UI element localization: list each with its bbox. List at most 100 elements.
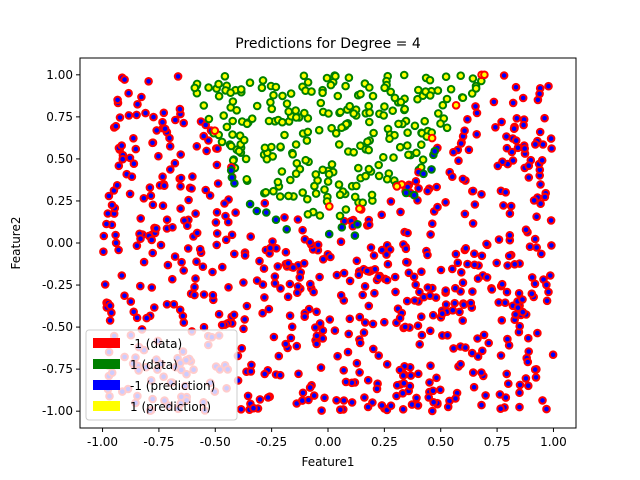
data-point <box>273 262 283 271</box>
data-point <box>477 190 486 199</box>
data-point <box>266 243 275 253</box>
data-point <box>382 174 392 184</box>
data-point <box>386 197 396 206</box>
data-point <box>530 365 540 374</box>
data-point <box>113 95 122 105</box>
data-point <box>230 249 239 259</box>
data-point <box>356 89 365 99</box>
data-point <box>403 128 412 137</box>
data-point <box>170 158 180 168</box>
data-point <box>252 101 262 111</box>
data-point <box>402 296 412 306</box>
data-point <box>208 290 218 300</box>
data-point <box>263 393 273 402</box>
data-point <box>519 120 528 130</box>
data-point <box>276 284 285 293</box>
data-point <box>166 165 175 174</box>
data-point <box>455 307 464 317</box>
data-point <box>360 282 370 291</box>
data-point <box>176 173 186 183</box>
data-point <box>448 264 457 274</box>
data-point <box>538 396 547 405</box>
data-point <box>264 304 274 314</box>
data-point <box>260 293 269 302</box>
data-point <box>187 184 196 193</box>
data-point <box>392 391 401 401</box>
data-point <box>514 289 524 298</box>
data-point <box>542 404 551 414</box>
data-point <box>442 123 452 133</box>
data-point <box>219 111 228 120</box>
data-point <box>146 191 156 200</box>
legend-label-pos-data: 1 (data) <box>130 358 178 372</box>
data-point <box>327 160 337 169</box>
data-point <box>368 91 378 101</box>
data-point <box>144 77 153 86</box>
data-point <box>275 192 285 201</box>
data-point <box>388 106 398 115</box>
data-point <box>252 206 262 216</box>
data-point <box>303 78 313 87</box>
data-point <box>383 259 393 269</box>
data-point <box>221 235 231 245</box>
data-point <box>281 247 291 257</box>
y-axis-label: Feature2 <box>9 217 23 270</box>
data-point <box>217 137 227 147</box>
data-point <box>214 309 224 319</box>
data-point <box>472 108 482 118</box>
data-point <box>292 341 302 351</box>
data-point <box>300 108 309 118</box>
data-point <box>291 106 301 115</box>
data-point <box>311 170 321 179</box>
data-point <box>360 393 369 402</box>
data-point <box>169 300 179 309</box>
data-point <box>271 82 281 92</box>
data-point <box>198 262 208 272</box>
data-point <box>403 228 412 238</box>
data-point <box>544 287 553 297</box>
data-point <box>451 101 461 110</box>
data-point <box>456 359 465 369</box>
data-point <box>363 375 373 385</box>
data-point <box>145 183 155 192</box>
data-point <box>537 249 546 259</box>
data-point <box>441 72 451 81</box>
data-point <box>401 188 411 198</box>
legend-label-pos-prediction: 1 (prediction) <box>130 400 211 414</box>
data-point <box>242 301 252 311</box>
data-point <box>436 385 445 395</box>
data-point <box>414 369 423 379</box>
data-point <box>315 272 324 282</box>
data-point <box>518 295 527 304</box>
data-point <box>418 155 428 164</box>
data-point <box>309 391 319 400</box>
data-point <box>298 188 308 197</box>
data-point <box>283 292 293 302</box>
data-point <box>427 165 436 174</box>
data-point <box>511 310 520 319</box>
data-point <box>255 256 264 266</box>
data-point <box>404 268 414 278</box>
data-point <box>142 313 151 323</box>
data-point <box>165 142 175 151</box>
data-point <box>125 153 135 163</box>
data-point <box>529 196 539 205</box>
data-point <box>114 161 124 171</box>
data-point <box>502 287 512 297</box>
data-point <box>450 298 460 308</box>
x-tick-label: -0.25 <box>256 435 287 449</box>
data-point <box>524 333 533 343</box>
data-point <box>333 351 342 361</box>
data-point <box>148 138 157 148</box>
data-point <box>364 145 374 155</box>
data-point <box>372 384 382 394</box>
data-point <box>124 88 133 98</box>
data-point <box>389 153 398 162</box>
data-point <box>226 141 236 151</box>
data-point <box>212 229 222 238</box>
data-point <box>337 223 347 232</box>
data-point <box>527 273 537 282</box>
data-point <box>448 306 458 315</box>
data-point <box>307 87 316 96</box>
data-point <box>273 177 283 187</box>
